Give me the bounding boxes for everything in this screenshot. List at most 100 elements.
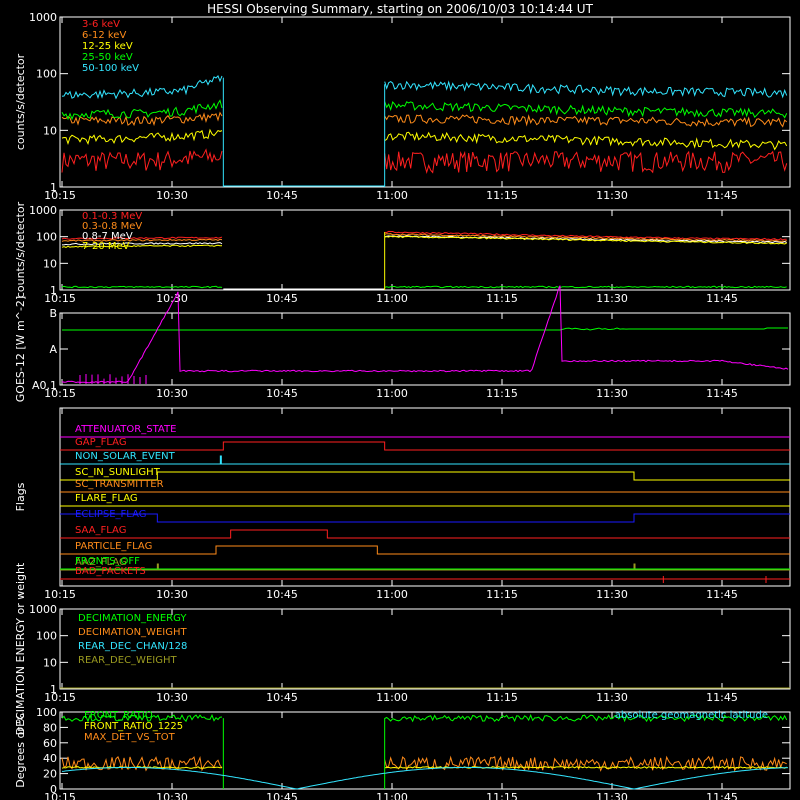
flag-label: NON_SOLAR_EVENT <box>75 451 176 462</box>
x-tick-label: 11:15 <box>486 691 518 704</box>
x-tick-label: 10:15 <box>44 691 76 704</box>
x-tick-label: 10:15 <box>44 387 76 400</box>
series-line <box>61 713 788 723</box>
decimation-frame <box>59 608 791 690</box>
y-tick-label: A <box>49 343 57 356</box>
y-axis-label: counts/s/detector <box>14 201 27 298</box>
legend-item: DECIMATION_ENERGY <box>78 613 187 624</box>
y-axis-label: GOES-12 [W m^-2] <box>14 296 27 402</box>
y-tick-label: 0 <box>50 783 57 796</box>
y-tick-label: 1000 <box>29 204 57 217</box>
flags-frame <box>59 407 791 587</box>
y-axis-label: Flags <box>14 482 27 511</box>
series-line <box>61 148 223 173</box>
flag-label: FRONTS_OFF <box>75 556 140 567</box>
y-tick-label: 1000 <box>29 11 57 24</box>
y-axis-label: Degrees or % <box>14 713 27 787</box>
flag-label: SC_TRANSMITTER <box>75 479 164 490</box>
x-tick-label: 10:45 <box>266 691 298 704</box>
legend-item: DECIMATION_WEIGHT <box>78 627 187 638</box>
goes-long-line <box>62 327 788 331</box>
x-tick-label: 11:15 <box>486 588 518 601</box>
x-tick-label: 10:30 <box>156 791 188 800</box>
y-tick-label: 80 <box>43 721 57 734</box>
y-tick-label: 1 <box>50 284 57 297</box>
legend-item: 7-20 MeV <box>82 241 130 252</box>
ratios-frame <box>59 711 791 790</box>
x-tick-label: 10:30 <box>156 691 188 704</box>
x-tick-label: 11:00 <box>376 189 408 202</box>
series-line <box>384 235 787 245</box>
y-tick-label: 100 <box>36 231 57 244</box>
legend-item: FRONT_RATIO_1225 <box>84 721 183 732</box>
x-tick-label: 10:15 <box>44 292 76 305</box>
flag-label: SAA_FLAG <box>75 525 126 536</box>
x-tick-label: 10:45 <box>266 292 298 305</box>
legend-item: 0.3-0.8 MeV <box>82 221 142 232</box>
x-tick-label: 10:45 <box>266 189 298 202</box>
x-tick-label: 10:45 <box>266 791 298 800</box>
x-tick-label: 11:00 <box>376 387 408 400</box>
legend-item: 0.1-0.3 MeV <box>82 211 142 222</box>
x-tick-label: 11:30 <box>596 691 628 704</box>
flag-line <box>60 563 790 571</box>
series-line <box>384 114 788 128</box>
series-line <box>61 238 223 242</box>
legend-item: 0.8-7 MeV <box>82 231 133 242</box>
chart-title: HESSI Observing Summary, starting on 200… <box>207 2 593 16</box>
legend-item: FRONT_RATIO <box>84 710 153 721</box>
x-tick-label: 11:30 <box>596 292 628 305</box>
series-line <box>61 111 223 127</box>
x-tick-label: 11:00 <box>376 691 408 704</box>
flag-label: ATTENUATOR_STATE <box>75 424 176 435</box>
x-tick-label: 10:30 <box>156 588 188 601</box>
flag-line <box>60 545 790 555</box>
flag-label: AAZ_FLAG <box>75 557 127 568</box>
y-axis-label: DECIMATION ENERGY or weight <box>14 562 27 735</box>
y-tick-label: 10 <box>43 257 57 270</box>
x-tick-label: 11:30 <box>596 791 628 800</box>
flag-label: SC_IN_SUNLIGHT <box>75 467 161 478</box>
series-line <box>61 755 787 772</box>
series-line <box>61 128 223 145</box>
series-line <box>61 236 223 240</box>
goes-short-line <box>61 285 789 384</box>
lightcurve-high-frame <box>59 209 791 291</box>
flag-label: BAD_PACKETS <box>75 566 146 577</box>
y-tick-label: 10 <box>43 656 57 669</box>
flag-label: GAP_FLAG <box>75 437 127 448</box>
x-tick-label: 11:15 <box>486 791 518 800</box>
x-tick-label: 10:15 <box>44 588 76 601</box>
series-line <box>384 100 788 119</box>
legend-item: 12-25 keV <box>82 41 133 52</box>
x-tick-label: 10:30 <box>156 387 188 400</box>
geomag-latitude-line <box>61 766 789 790</box>
legend-item: 50-100 keV <box>82 63 139 74</box>
series-line <box>384 230 787 241</box>
x-tick-label: 11:45 <box>706 791 738 800</box>
y-tick-label: 40 <box>43 752 57 765</box>
flag-line <box>60 471 790 481</box>
x-tick-label: 11:15 <box>486 292 518 305</box>
x-tick-label: 11:30 <box>596 588 628 601</box>
series-line <box>384 235 787 244</box>
x-tick-label: 11:45 <box>706 691 738 704</box>
series-line <box>61 285 223 289</box>
flag-line <box>60 513 790 523</box>
y-tick-label: A0.1 <box>32 379 57 392</box>
y-tick-label: 20 <box>43 768 57 781</box>
y-tick-label: 1000 <box>29 603 57 616</box>
legend-item: 6-12 keV <box>82 30 126 41</box>
legend-item: 25-50 keV <box>82 52 133 63</box>
y-tick-label: 1 <box>50 181 57 194</box>
flag-line <box>60 529 790 539</box>
x-tick-label: 10:30 <box>156 292 188 305</box>
flag-label: PARTICLE_FLAG <box>75 541 152 552</box>
y-tick-label: 100 <box>36 630 57 643</box>
legend-item: MAX_DET_VS_TOT <box>84 732 176 743</box>
flag-line <box>60 455 790 465</box>
series-line <box>384 285 787 289</box>
y-tick-label: 10 <box>43 124 57 137</box>
series-line <box>62 242 223 246</box>
